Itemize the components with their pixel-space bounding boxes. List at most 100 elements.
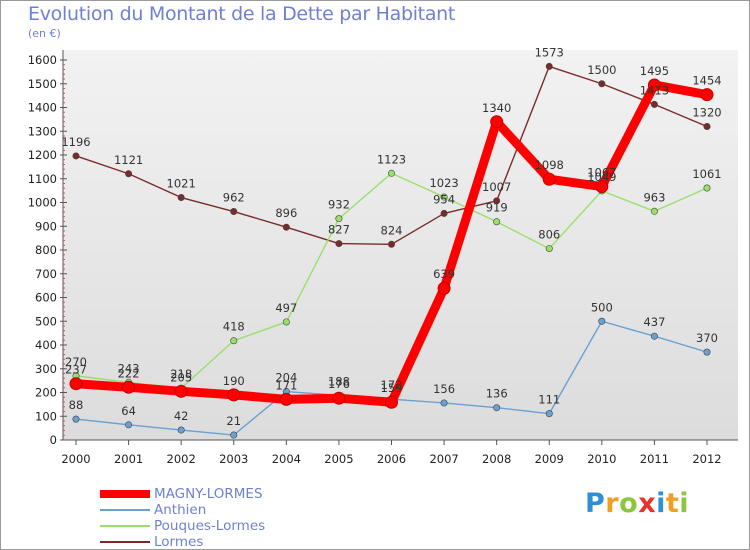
data-point (174, 384, 188, 398)
data-label: 1123 (377, 152, 406, 166)
data-point (122, 380, 136, 394)
data-point (703, 123, 711, 131)
data-label: 188 (328, 374, 350, 388)
data-point (230, 337, 238, 345)
data-label: 1061 (692, 167, 721, 181)
x-tick-label: 2008 (482, 452, 511, 466)
data-label: 919 (486, 201, 508, 215)
proxiti-logo: Proxiti (585, 488, 689, 519)
data-label: 1121 (114, 153, 143, 167)
data-point (703, 184, 711, 192)
data-point (650, 332, 658, 340)
data-label: 1021 (167, 177, 196, 191)
data-label: 896 (275, 206, 297, 220)
data-point (703, 348, 711, 356)
data-point (650, 100, 658, 108)
data-point (125, 170, 133, 178)
data-point (282, 318, 290, 326)
data-point (545, 62, 553, 70)
x-tick-label: 2001 (114, 452, 143, 466)
x-tick-label: 2011 (640, 452, 669, 466)
logo-letter: t (665, 488, 680, 519)
y-tick-label: 1300 (28, 124, 57, 138)
data-label: 1196 (61, 135, 90, 149)
y-tick-label: 1600 (28, 53, 57, 67)
y-tick-label: 0 (50, 433, 57, 447)
y-tick-label: 500 (35, 314, 57, 328)
data-point (545, 410, 553, 418)
data-point (177, 194, 185, 202)
x-tick-label: 2002 (167, 452, 196, 466)
y-tick-label: 200 (35, 386, 57, 400)
x-tick-label: 2007 (429, 452, 458, 466)
data-point (177, 426, 185, 434)
data-label: 1320 (692, 106, 721, 120)
data-point (335, 240, 343, 248)
y-tick-label: 1100 (28, 172, 57, 186)
y-tick-label: 1400 (28, 101, 57, 115)
x-tick-label: 2003 (219, 452, 248, 466)
y-tick-label: 1200 (28, 148, 57, 162)
data-label: 243 (118, 361, 140, 375)
legend-label: Anthien (154, 502, 207, 518)
x-tick-label: 2009 (535, 452, 564, 466)
data-label: 111 (538, 393, 560, 407)
data-point (279, 392, 293, 406)
y-tick-label: 400 (35, 338, 57, 352)
data-point (490, 115, 504, 129)
data-point (72, 152, 80, 160)
data-point (385, 395, 398, 409)
data-label: 1067 (587, 166, 616, 180)
data-label: 1500 (587, 63, 616, 77)
logo-letter: i (656, 488, 666, 519)
legend-swatch (100, 490, 150, 498)
data-label: 21 (226, 414, 241, 428)
data-point (332, 391, 346, 405)
data-label: 962 (223, 191, 245, 205)
data-label: 237 (65, 363, 87, 377)
data-label: 136 (486, 387, 508, 401)
data-point (542, 172, 556, 186)
data-label: 171 (275, 378, 297, 392)
data-point (282, 223, 290, 231)
y-tick-label: 300 (35, 362, 57, 376)
data-point (493, 197, 501, 205)
x-tick-label: 2010 (587, 452, 616, 466)
data-label: 1023 (429, 176, 458, 190)
data-label: 370 (696, 331, 718, 345)
data-point (647, 78, 661, 92)
logo-letter: o (619, 488, 639, 519)
data-label: 932 (328, 198, 350, 212)
data-point (598, 80, 606, 88)
legend-label: MAGNY-LORMES (154, 486, 263, 502)
data-label: 190 (223, 374, 245, 388)
data-point (440, 399, 448, 407)
y-tick-label: 800 (35, 243, 57, 257)
data-label: 270 (65, 355, 87, 369)
data-label: 159 (381, 381, 403, 395)
y-tick-label: 1500 (28, 77, 57, 91)
y-tick-label: 900 (35, 219, 57, 233)
legend-label: Lormes (154, 534, 204, 550)
data-point (335, 215, 343, 223)
x-tick-label: 2000 (61, 452, 90, 466)
data-label: 156 (433, 382, 455, 396)
data-label: 500 (591, 300, 613, 314)
data-label: 172 (381, 378, 403, 392)
data-label: 64 (121, 404, 136, 418)
logo-letter: r (605, 488, 620, 519)
data-label: 218 (170, 367, 192, 381)
data-label: 222 (118, 366, 140, 380)
y-tick-label: 100 (35, 409, 57, 423)
y-tick-label: 700 (35, 267, 57, 281)
logo-letter: P (585, 488, 606, 519)
data-point (598, 317, 606, 325)
data-point (493, 404, 501, 412)
data-label: 1007 (482, 180, 511, 194)
data-label: 497 (275, 301, 297, 315)
data-point (545, 245, 553, 253)
y-tick-label: 1000 (28, 196, 57, 210)
data-point (437, 281, 451, 295)
data-point (493, 218, 501, 226)
legend-swatch (100, 509, 150, 511)
